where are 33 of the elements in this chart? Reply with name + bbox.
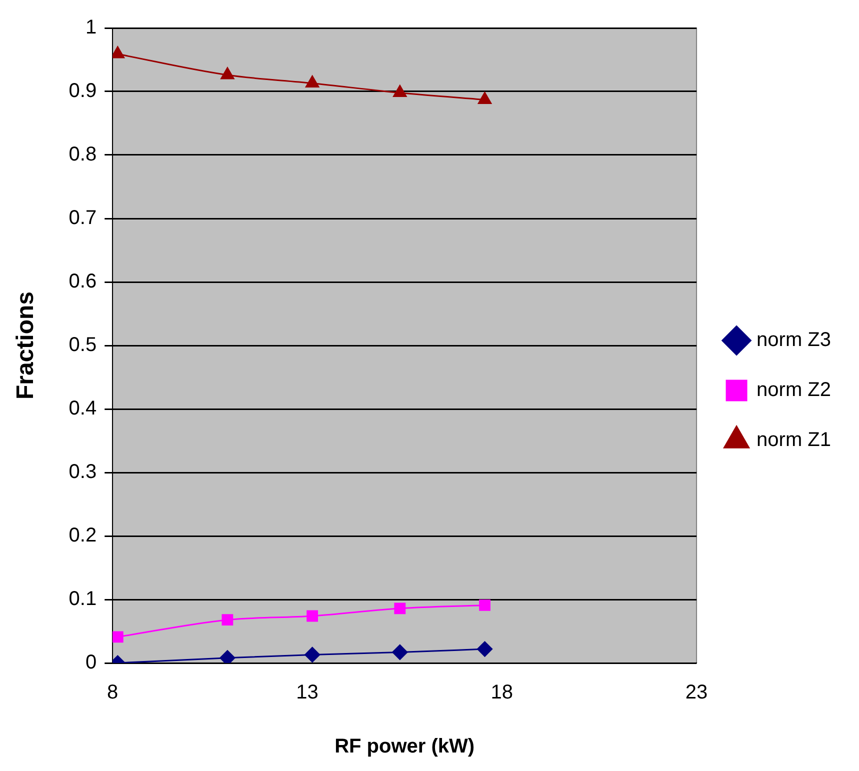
y-tick-label: 0.2 bbox=[68, 524, 97, 547]
x-tick-label: 13 bbox=[296, 682, 318, 704]
y-axis-title: Fractions bbox=[12, 291, 40, 400]
x-tick-label: 18 bbox=[490, 682, 514, 704]
point bbox=[220, 650, 236, 663]
y-tick-label: 0.1 bbox=[68, 588, 97, 610]
point bbox=[306, 610, 318, 622]
point bbox=[477, 641, 493, 657]
y-tick-label: 0.8 bbox=[68, 144, 97, 166]
point bbox=[392, 644, 408, 660]
y-tick-label: 1 bbox=[85, 16, 97, 39]
point bbox=[479, 600, 490, 611]
y-tick-label: 0.9 bbox=[68, 80, 97, 102]
y-tick-label: 0.5 bbox=[68, 334, 97, 356]
point bbox=[220, 67, 234, 80]
point bbox=[393, 85, 407, 98]
point bbox=[305, 75, 320, 88]
y-tick-label: 0.4 bbox=[68, 398, 97, 420]
point bbox=[478, 92, 492, 104]
x-tick-label: 8 bbox=[107, 682, 118, 704]
point bbox=[112, 631, 124, 643]
legend-label: norm Z2 bbox=[756, 379, 832, 402]
y-tick-label: 0.3 bbox=[68, 461, 97, 484]
legend-label: norm Z3 bbox=[756, 329, 832, 352]
y-tick-label: 0.6 bbox=[68, 270, 97, 293]
y-tick-label: 0 bbox=[85, 652, 97, 674]
y-tick-label: 0.7 bbox=[68, 207, 97, 230]
point bbox=[222, 614, 234, 626]
legend-label: norm Z1 bbox=[756, 429, 832, 452]
point bbox=[304, 646, 320, 662]
x-tick-label: 23 bbox=[685, 682, 708, 704]
x-axis-title: RF power (kW) bbox=[334, 736, 475, 758]
point bbox=[394, 602, 406, 614]
